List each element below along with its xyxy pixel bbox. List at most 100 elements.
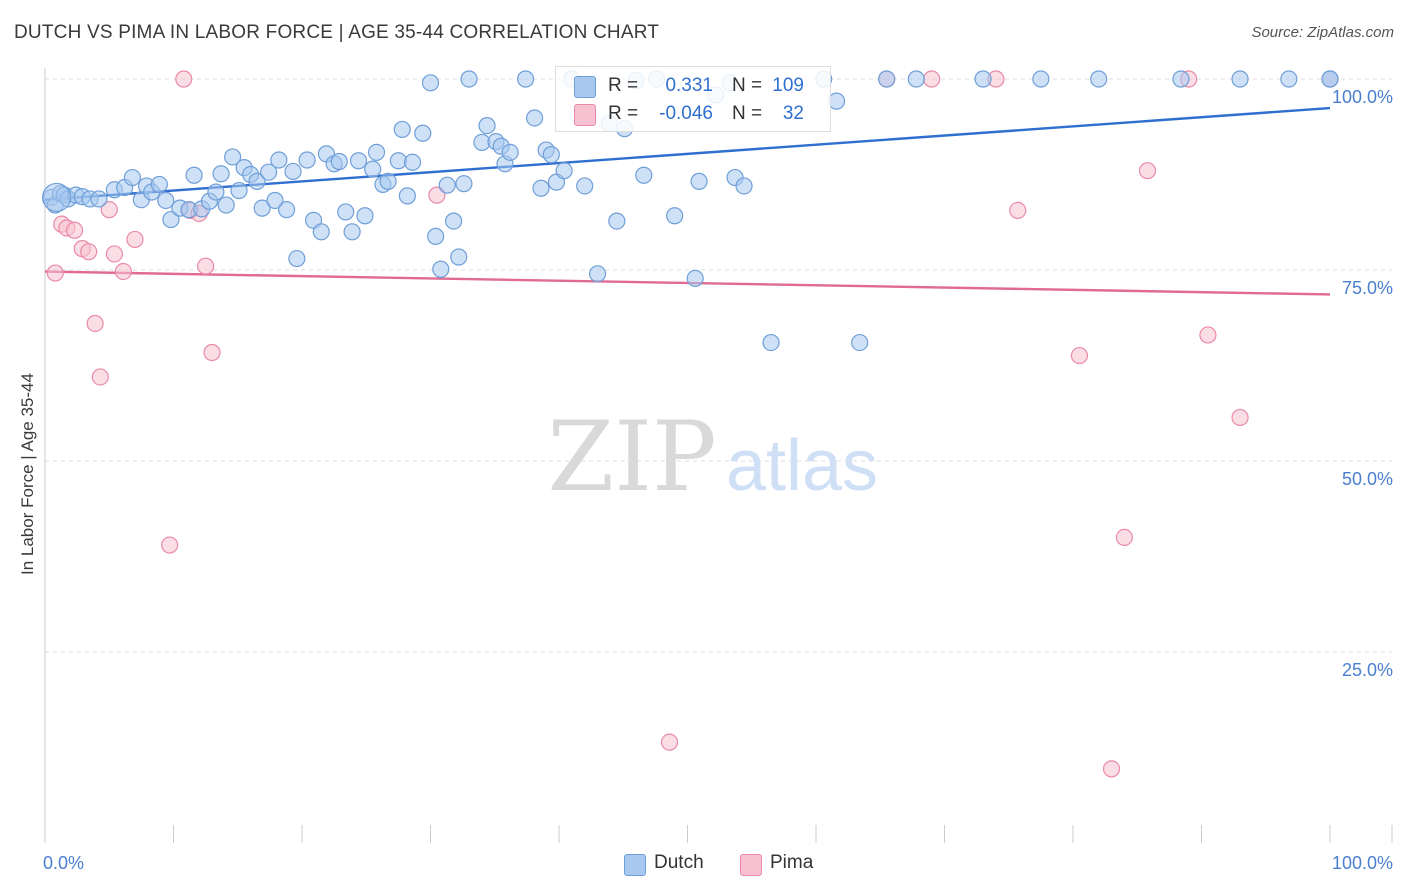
dutch-point <box>217 196 235 214</box>
dutch-point <box>253 199 271 217</box>
dutch-point <box>735 177 753 195</box>
dutch-point <box>542 146 560 164</box>
dutch-point <box>427 227 445 245</box>
pima-point <box>1009 201 1027 220</box>
dutch-point <box>248 172 266 190</box>
dutch-point <box>298 151 316 169</box>
dutch-point <box>337 203 355 221</box>
dutch-point <box>230 181 248 200</box>
dutch-point <box>478 117 496 135</box>
dutch-point <box>356 207 374 225</box>
pima-point <box>1102 760 1121 778</box>
pima-point <box>105 245 123 263</box>
dutch-point <box>207 183 225 201</box>
dutch-point <box>398 187 416 205</box>
dutch-point <box>445 212 463 230</box>
watermark-zip: ZIP <box>547 401 716 513</box>
dutch-point <box>379 172 397 190</box>
dutch-point <box>123 168 141 187</box>
x-tick-label: 100.0% <box>1332 853 1393 873</box>
dutch-point <box>266 191 284 210</box>
dutch-point <box>270 151 288 169</box>
dutch-point <box>150 175 168 194</box>
stats-legend: R = 0.331 N = 109 R = -0.046 N = 32 <box>555 66 831 132</box>
pima-point <box>46 264 64 282</box>
dutch-point <box>157 191 175 210</box>
dutch-point <box>907 70 925 88</box>
pima-point <box>100 201 118 219</box>
dutch-point <box>974 70 992 88</box>
legend-label: Dutch <box>654 852 704 873</box>
trend-lines <box>44 106 1331 296</box>
y-tick-label: 25.0% <box>1342 660 1393 680</box>
pima-point <box>65 221 84 239</box>
dutch-point <box>555 162 573 180</box>
dutch-point <box>1231 70 1249 88</box>
dutch-point <box>1090 70 1108 88</box>
dutch-point <box>1280 70 1298 88</box>
dutch-point <box>1032 70 1050 88</box>
dutch-point <box>277 201 296 219</box>
x-tick-label: 0.0% <box>43 853 84 873</box>
dutch-point <box>878 70 896 88</box>
r-label: R = <box>608 103 639 124</box>
legend-label: Pima <box>770 852 814 873</box>
dutch-point <box>608 212 626 230</box>
pima-point <box>114 262 132 281</box>
dutch-point <box>525 109 544 127</box>
dutch-point <box>389 152 407 170</box>
dutch-point <box>162 210 180 229</box>
dutch-point <box>516 70 535 88</box>
n-value: 109 <box>772 75 804 96</box>
r-value: 0.331 <box>665 75 713 96</box>
legend-row-dutch: R = 0.331 N = 109 <box>556 71 830 101</box>
pima-point <box>126 230 144 249</box>
watermark: ZIP atlas <box>547 401 878 513</box>
y-tick-label: 50.0% <box>1342 469 1393 489</box>
dutch-point <box>312 223 330 241</box>
dutch-point <box>330 152 348 171</box>
legend-row-pima: R = -0.046 N = 32 <box>556 99 830 129</box>
dutch-point <box>224 148 242 166</box>
pima-point <box>80 243 98 261</box>
dutch-point <box>851 333 869 352</box>
pima-point <box>1199 326 1217 344</box>
dutch-swatch <box>624 854 646 876</box>
pima-point <box>86 314 104 333</box>
dutch-point <box>349 152 368 170</box>
dutch-point <box>414 124 432 142</box>
source-label: Source: ZipAtlas.com <box>1251 24 1394 41</box>
r-label: R = <box>608 75 639 96</box>
dutch-point <box>284 162 302 181</box>
dutch-point <box>432 260 450 278</box>
dutch-swatch <box>574 76 596 98</box>
dutch-point <box>212 165 230 183</box>
dutch-point <box>90 190 108 208</box>
dutch-point <box>1172 70 1190 88</box>
y-tick-label: 100.0% <box>1332 87 1393 107</box>
pima-swatch <box>740 854 762 876</box>
pima-point <box>91 368 109 386</box>
r-value: -0.046 <box>659 103 713 124</box>
pima-point <box>197 257 215 275</box>
pima-trend-line <box>44 270 1331 296</box>
tick-labels: 100.0% 75.0% 50.0% 25.0% 0.0% 100.0% <box>43 87 1393 873</box>
dutch-point <box>762 333 780 352</box>
dutch-point <box>259 163 278 181</box>
dutch-point <box>501 143 519 161</box>
dutch-point <box>532 179 550 197</box>
pima-point <box>923 70 941 88</box>
chart-title: DUTCH VS PIMA IN LABOR FORCE | AGE 35-44… <box>14 22 660 43</box>
dutch-point <box>686 269 704 288</box>
dutch-point <box>460 70 478 88</box>
dutch-point <box>343 223 361 241</box>
pima-point <box>660 733 679 751</box>
n-value: 32 <box>782 103 804 124</box>
dutch-point <box>588 265 607 283</box>
n-label: N = <box>732 75 763 96</box>
scatter-points <box>41 70 1339 778</box>
watermark-atlas: atlas <box>726 426 878 506</box>
pima-point <box>175 70 193 88</box>
dutch-point <box>455 175 473 193</box>
